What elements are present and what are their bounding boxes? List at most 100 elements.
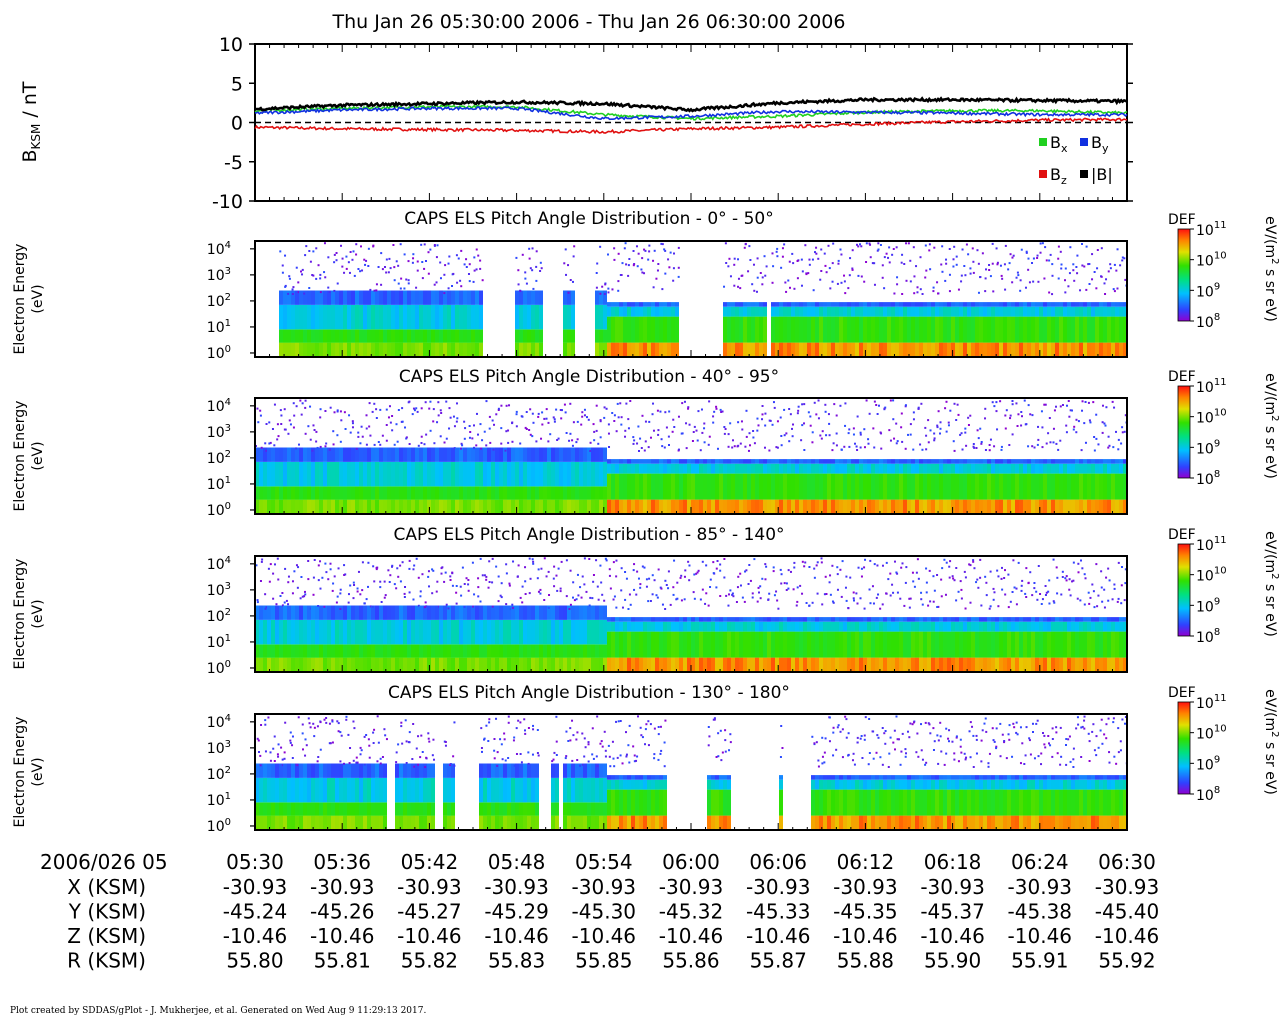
heat-cell — [1003, 657, 1007, 672]
heat-cell — [535, 644, 539, 658]
heat-speckle — [828, 434, 831, 437]
heat-cell — [555, 605, 559, 620]
heat-speckle — [335, 601, 338, 604]
heat-cell — [887, 306, 891, 317]
heat-cell — [467, 447, 471, 462]
heat-cell — [819, 316, 823, 343]
heat-cell — [639, 499, 643, 514]
heat-speckle — [1000, 577, 1003, 580]
heat-speckle — [860, 245, 863, 248]
heat-speckle — [989, 275, 992, 278]
heat-cell — [695, 631, 699, 658]
heat-speckle — [467, 273, 470, 275]
heat-speckle — [325, 721, 328, 724]
heat-cell — [923, 631, 927, 658]
heat-cell — [751, 459, 755, 464]
heat-speckle — [753, 289, 756, 292]
heat-cell — [963, 342, 967, 357]
heat-speckle — [921, 603, 924, 606]
heat-speckle — [365, 443, 368, 446]
heat-cell — [603, 304, 607, 330]
heat-speckle — [635, 245, 638, 248]
heat-cell — [947, 499, 951, 514]
heat-cell — [567, 605, 571, 620]
heat-cell — [939, 621, 943, 632]
heat-speckle — [1025, 250, 1028, 253]
heat-speckle — [385, 258, 388, 261]
heat-cell — [331, 815, 335, 830]
heat-speckle — [408, 400, 411, 403]
heat-speckle — [477, 433, 480, 436]
heat-speckle — [359, 746, 362, 749]
heat-cell — [347, 499, 351, 514]
heat-speckle — [545, 408, 548, 411]
colorbar-tick-label: 1011 — [1196, 535, 1227, 554]
heat-cell — [667, 463, 671, 474]
spec-y-tick-label: 100 — [207, 659, 231, 677]
heat-cell — [791, 459, 795, 464]
heat-cell — [583, 486, 587, 500]
heat-speckle — [537, 590, 540, 593]
heat-cell — [579, 657, 583, 672]
heat-speckle — [948, 248, 951, 250]
heat-speckle — [257, 421, 260, 424]
heat-speckle — [615, 575, 618, 578]
heat-speckle — [565, 559, 568, 562]
heat-speckle — [969, 267, 972, 270]
heat-cell — [375, 304, 379, 330]
heat-speckle — [319, 560, 322, 563]
heat-cell — [671, 302, 675, 307]
heat-cell — [695, 459, 699, 464]
heat-cell — [827, 657, 831, 672]
heat-speckle — [761, 276, 764, 279]
heat-speckle — [933, 437, 936, 440]
heat-cell — [1071, 459, 1075, 464]
heat-cell — [527, 304, 531, 330]
heat-cell — [559, 486, 563, 500]
heat-cell — [727, 342, 731, 357]
heat-cell — [535, 657, 539, 672]
heat-speckle — [1097, 443, 1100, 446]
heat-speckle — [319, 408, 322, 411]
heat-cell — [523, 619, 527, 645]
heat-cell — [1067, 617, 1071, 622]
heat-cell — [783, 463, 787, 474]
heat-cell — [263, 815, 267, 830]
heat-cell — [551, 619, 555, 645]
heat-speckle — [801, 424, 804, 427]
heat-cell — [427, 657, 431, 672]
heat-cell — [1063, 631, 1067, 658]
heat-cell — [679, 463, 683, 474]
heat-cell — [667, 302, 671, 307]
heat-speckle — [363, 763, 366, 766]
heat-cell — [743, 459, 747, 464]
spec-y-axis-label: Electron Energy — [12, 401, 28, 512]
heat-speckle — [464, 427, 467, 430]
heat-cell — [439, 499, 443, 514]
heat-cell — [799, 621, 803, 632]
heat-cell — [323, 657, 327, 672]
heat-speckle — [420, 442, 423, 444]
heat-cell — [339, 304, 343, 330]
heat-cell — [459, 499, 463, 514]
heat-cell — [859, 306, 863, 317]
heat-cell — [1115, 463, 1119, 474]
heat-speckle — [1076, 597, 1079, 600]
heat-speckle — [427, 570, 430, 573]
heat-cell — [331, 304, 335, 330]
heat-speckle — [661, 445, 664, 448]
heat-cell — [319, 644, 323, 658]
heat-cell — [291, 777, 295, 803]
heat-cell — [831, 342, 835, 357]
heat-cell — [439, 342, 443, 357]
heat-cell — [995, 657, 999, 672]
heat-cell — [883, 621, 887, 632]
heat-cell — [751, 302, 755, 307]
heat-speckle — [852, 591, 855, 594]
heat-cell — [283, 447, 287, 462]
heat-speckle — [783, 434, 786, 437]
heat-speckle — [1051, 274, 1054, 277]
heat-cell — [535, 486, 539, 500]
heat-speckle — [1052, 600, 1055, 603]
heat-speckle — [1103, 606, 1106, 609]
